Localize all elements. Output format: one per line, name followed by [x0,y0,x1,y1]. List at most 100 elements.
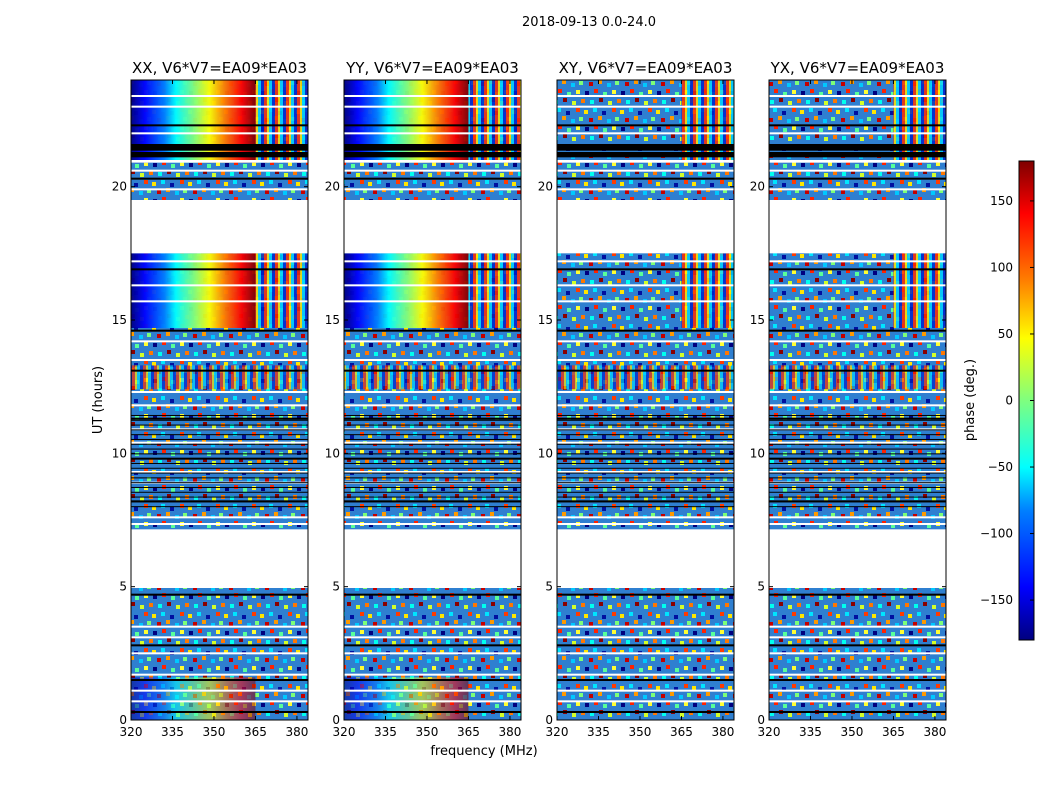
y-tick-label: 5 [545,580,553,594]
flagged-gap [131,160,308,163]
flag-line [769,391,946,393]
colorbar-ticks: 150 100 50 0 −50 −100 −150 [980,194,1034,607]
flag-line [131,340,308,343]
flag-line [769,404,946,407]
flag-line [769,369,946,372]
flag-line [131,700,308,703]
x-tick-label: 320 [546,725,569,739]
flag-line [344,477,521,479]
flag-line [131,177,308,180]
flag-line [344,679,521,681]
flag-line [557,424,734,426]
x-tick-label: 335 [161,725,184,739]
colorbar-label: phase (deg.) [963,359,978,441]
flag-line [557,652,734,655]
fringe-region [468,253,521,328]
fringe-region [893,253,946,328]
flag-line [344,95,521,97]
y-tick-label: 0 [545,713,553,727]
flag-line [769,500,946,503]
y-tick-label: 20 [325,180,340,194]
flag-line [131,169,308,172]
y-tick-label: 10 [325,446,340,460]
flag-line [344,260,521,263]
x-tick-label: 380 [711,725,734,739]
y-tick-label: 10 [112,446,127,460]
flag-line [344,472,521,474]
flag-line [131,482,308,484]
flag-line [344,417,521,420]
panel-noise-field [557,80,734,720]
panel-frame [556,79,735,721]
x-tick-label: 365 [882,725,905,739]
flag-line [557,467,734,469]
flag-line [557,472,734,474]
flag-line [131,471,308,473]
flag-line [131,453,308,455]
flag-line [131,268,308,271]
flag-line [557,711,734,713]
flag-line [557,500,734,503]
flag-line [769,414,946,416]
y-axis-label: UT (hours) [91,366,106,434]
y-tick-label: 20 [750,180,765,194]
flag-line [557,593,734,596]
flag-line [557,359,734,361]
flag-line [557,284,734,287]
flag-line [344,124,521,127]
flag-line [131,636,308,639]
flag-line [131,260,308,263]
colorbar-tick-label: −150 [980,593,1013,607]
flag-line [557,689,734,692]
flag-line [344,132,521,135]
flag-line [344,453,521,455]
flag-line [131,486,308,488]
flag-line [131,477,308,479]
fringe-region [681,253,734,328]
flag-line [344,523,521,525]
flag-line [131,711,308,713]
flag-line [131,679,308,681]
flag-line [131,593,308,596]
x-tick-label: 335 [374,725,397,739]
phase-gradient-band [344,253,469,328]
flag-line [769,689,946,692]
flag-line [769,673,946,676]
flag-line [557,95,734,97]
flag-line [344,700,521,703]
colorbar-tick-label: −50 [988,460,1013,474]
y-tick-label: 20 [112,180,127,194]
flag-line [557,491,734,493]
x-tick-label: 365 [670,725,693,739]
flag-line [769,438,946,440]
flag-line [769,506,946,508]
panel-2: YY, V6*V7=EA09*EA03 320 335 350 365 380 0 5 10 15… [325,59,522,739]
flag-line [557,625,734,628]
flag-line [131,124,308,127]
flag-line [769,636,946,639]
flag-line [769,188,946,191]
flag-line [557,471,734,473]
fringe-region [557,365,734,390]
y-tick-label: 15 [112,313,127,327]
flag-line [131,284,308,287]
x-axis-label: frequency (MHz) [430,744,537,759]
flag-line [557,523,734,525]
flag-line [344,652,521,655]
flag-line [557,188,734,191]
flag-line [769,516,946,519]
flag-line [131,188,308,191]
flag-line [344,414,521,416]
flag-line [557,679,734,681]
flag-line [769,429,946,431]
y-tick-label: 15 [538,313,553,327]
flag-band [557,152,734,158]
flag-band [344,152,521,158]
y-tick-label: 0 [757,713,765,727]
phase-gradient-band [131,677,256,720]
flag-line [557,496,734,498]
flag-line [344,424,521,426]
flag-line [344,501,521,503]
flagged-gap [131,529,308,588]
